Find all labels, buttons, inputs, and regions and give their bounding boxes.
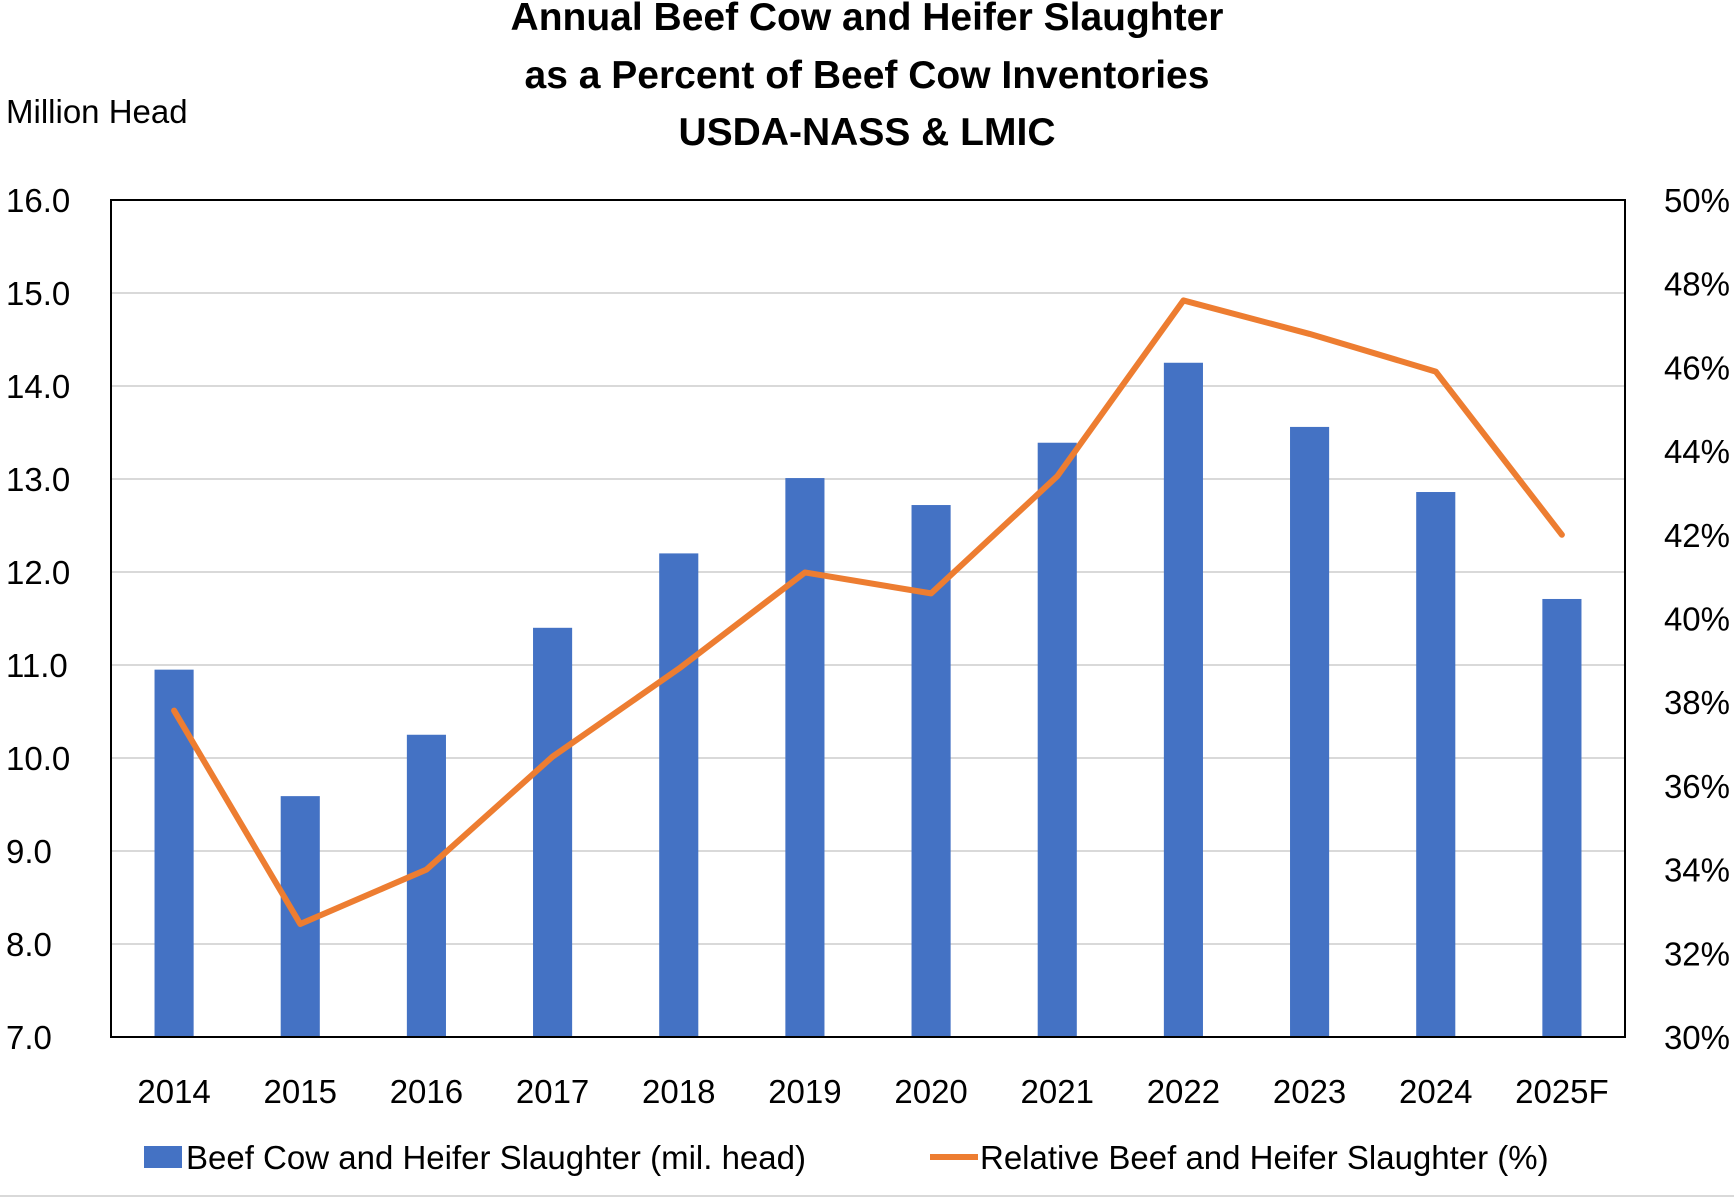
bar-2022 [1163,362,1203,1037]
right-axis-ticks: 30% 32% 34% 36% 38% 40% 42% 44% 46% 48% 50% [1664,182,1730,1056]
x-axis-tick-label: 2024 [1399,1073,1472,1110]
x-axis-tick-label: 2019 [768,1073,841,1110]
line-point-2014 [173,709,176,712]
bar-series [154,362,1582,1038]
left-axis-tick-label: 15.0 [6,275,70,312]
right-axis-tick-label: 44% [1664,433,1730,470]
right-axis-tick-label: 46% [1664,349,1730,386]
chart-title: Annual Beef Cow and Heifer Slaughter as … [511,0,1224,154]
right-axis-tick-label: 50% [1664,182,1730,219]
x-axis-tick-label: 2018 [642,1073,715,1110]
right-axis-tick-label: 42% [1664,517,1730,554]
left-axis-ticks: 7.0 8.0 9.0 10.0 11.0 12.0 13.0 14.0 15.0 16.0 [6,182,70,1056]
right-axis-tick-label: 36% [1664,768,1730,805]
left-axis-title: Million Head [6,93,188,130]
left-axis-tick-label: 9.0 [6,833,52,870]
legend-label-line: Relative Beef and Heifer Slaughter (%) [980,1139,1549,1176]
plot-area-border [110,199,1626,1038]
bar-2021 [1037,442,1077,1038]
x-axis-tick-label: 2021 [1021,1073,1094,1110]
gridlines [111,292,1625,945]
chart-title-line-1: Annual Beef Cow and Heifer Slaughter [511,0,1224,39]
x-axis-tick-label: 2017 [516,1073,589,1110]
left-axis-tick-label: 12.0 [6,554,70,591]
x-axis-tick-label: 2023 [1273,1073,1346,1110]
line-point-2018 [677,667,680,670]
right-axis-tick-label: 34% [1664,852,1730,889]
left-axis-tick-label: 13.0 [6,461,70,498]
left-axis-tick-label: 11.0 [6,647,68,684]
right-axis-tick-label: 48% [1664,266,1730,303]
bar-2014 [154,669,194,1037]
line-point-2021 [1056,475,1059,478]
bar-2019 [785,478,825,1037]
bar-2018 [659,553,699,1037]
bar-2020 [911,505,951,1037]
x-axis-tick-label: 2014 [137,1073,210,1110]
x-axis-ticks: 2014 2015 2016 2017 2018 2019 2020 2021 2022 2023… [137,1073,1608,1110]
left-axis-tick-label: 10.0 [6,740,70,777]
left-axis-tick-label: 8.0 [6,926,52,963]
bar-2025F [1542,598,1582,1037]
bar-2016 [406,734,446,1037]
line-point-2020 [930,592,933,595]
bar-2024 [1416,492,1456,1037]
line-relative-slaughter [171,297,1565,928]
right-axis-tick-label: 38% [1664,684,1730,721]
line-point-2019 [803,571,806,574]
x-axis-tick-label: 2025F [1515,1073,1609,1110]
right-axis-tick-label: 32% [1664,935,1730,972]
legend: Beef Cow and Heifer Slaughter (mil. head… [144,1139,1549,1176]
bar-2017 [533,627,573,1037]
x-axis-tick-label: 2020 [894,1073,967,1110]
line-point-2015 [299,923,302,926]
chart-title-line-3: USDA-NASS & LMIC [679,111,1056,154]
line-point-2017 [551,755,554,758]
legend-label-bar: Beef Cow and Heifer Slaughter (mil. head… [186,1139,806,1176]
left-axis-tick-label: 16.0 [6,182,70,219]
line-series [171,297,1565,928]
left-axis-tick-label: 7.0 [6,1019,52,1056]
legend-swatch-bar [144,1146,182,1168]
bar-2023 [1290,426,1330,1037]
x-axis-tick-label: 2022 [1147,1073,1220,1110]
line-point-2024 [1434,370,1437,373]
left-axis-tick-label: 14.0 [6,368,70,405]
line-point-2023 [1308,332,1311,335]
chart-title-line-2: as a Percent of Beef Cow Inventories [525,54,1210,97]
right-axis-tick-label: 40% [1664,601,1730,638]
x-axis-tick-label: 2016 [390,1073,463,1110]
line-point-2016 [425,868,428,871]
line-point-2022 [1182,299,1185,302]
x-axis-tick-label: 2015 [264,1073,337,1110]
right-axis-tick-label: 30% [1664,1019,1730,1056]
line-point-2025F [1560,533,1563,536]
